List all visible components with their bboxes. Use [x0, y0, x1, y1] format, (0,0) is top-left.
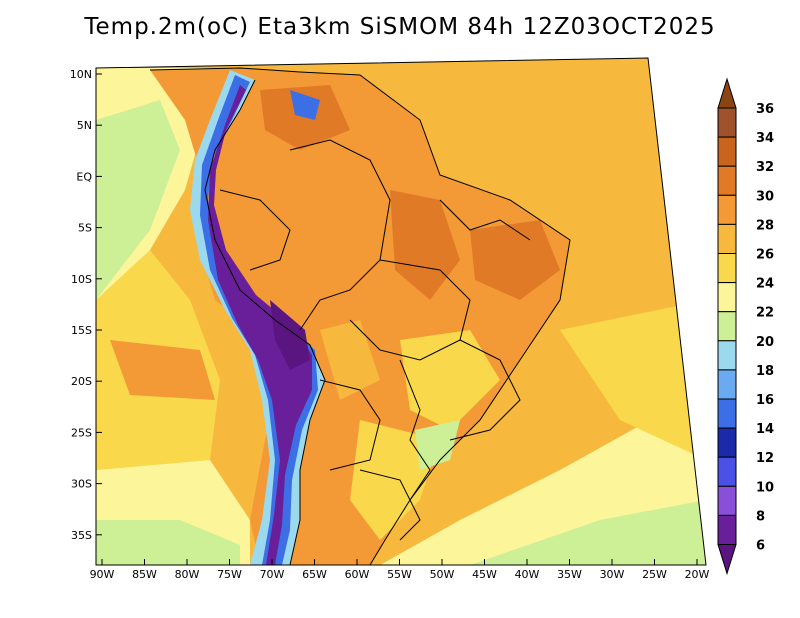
lon-label: 80W	[175, 568, 200, 581]
colorbar-segment	[718, 312, 736, 341]
colorbar-label: 28	[756, 218, 774, 233]
colorbar-label: 8	[756, 509, 765, 524]
colorbar-segment	[718, 486, 736, 515]
colorbar-label: 16	[756, 393, 774, 408]
lon-label: 40W	[515, 568, 540, 581]
lon-label: 45W	[472, 568, 497, 581]
colorbar-segment	[718, 224, 736, 253]
colorbar-segment	[718, 254, 736, 283]
colorbar-label: 6	[756, 539, 765, 554]
lon-label: 90W	[90, 568, 115, 581]
lat-label: EQ	[76, 170, 92, 183]
colorbar-label: 22	[756, 306, 774, 321]
colorbar-segment	[718, 195, 736, 224]
colorbar-label: 12	[756, 451, 774, 466]
lon-label: 75W	[217, 568, 242, 581]
lat-label: 25S	[71, 426, 92, 439]
lon-label: 70W	[260, 568, 285, 581]
lat-label: 10S	[71, 273, 92, 286]
lon-label: 20W	[685, 568, 710, 581]
colorbar-min-arrow	[718, 545, 736, 574]
colorbar-segment	[718, 341, 736, 370]
colorbar-segment	[718, 457, 736, 486]
lon-label: 25W	[642, 568, 667, 581]
colorbar-label: 20	[756, 335, 774, 350]
colorbar-label: 18	[756, 364, 774, 379]
map-domain	[96, 58, 706, 565]
lon-label: 55W	[387, 568, 412, 581]
map-canvas: 10N 5N EQ 5S 10S 15S 20S 25S 30S 35S 90W 85W 80W 75W…	[0, 0, 800, 618]
lon-label: 85W	[132, 568, 157, 581]
lat-label: 10N	[70, 68, 92, 81]
colorbar-segment	[718, 283, 736, 312]
lat-label: 20S	[71, 375, 92, 388]
lat-label: 30S	[71, 478, 92, 491]
lon-label: 30W	[600, 568, 625, 581]
colorbar-label: 24	[756, 277, 774, 292]
colorbar-label: 36	[756, 102, 774, 117]
lon-label: 65W	[302, 568, 327, 581]
colorbar-segment	[718, 515, 736, 544]
lon-label: 60W	[345, 568, 370, 581]
lat-label: 35S	[71, 529, 92, 542]
colorbar-segment	[718, 370, 736, 399]
colorbar-max-arrow	[718, 79, 736, 108]
colorbar-segment	[718, 428, 736, 457]
colorbar-segment	[718, 108, 736, 137]
colorbar-label: 10	[756, 480, 774, 495]
colorbar-label: 34	[756, 131, 774, 146]
colorbar-label: 14	[756, 422, 774, 437]
lon-label: 35W	[557, 568, 582, 581]
lat-label: 5S	[78, 222, 92, 235]
colorbar-label: 32	[756, 160, 774, 175]
colorbar-segment	[718, 166, 736, 195]
colorbar-segment	[718, 137, 736, 166]
colorbar-label: 30	[756, 189, 774, 204]
colorbar: 36 34 32 30 28 26 24 22 20 18 16 14 12 10 8 6	[718, 79, 774, 574]
lat-label: 15S	[71, 324, 92, 337]
lat-label: 5N	[77, 119, 92, 132]
colorbar-label: 26	[756, 248, 774, 263]
colorbar-segment	[718, 399, 736, 428]
lon-label: 50W	[430, 568, 455, 581]
